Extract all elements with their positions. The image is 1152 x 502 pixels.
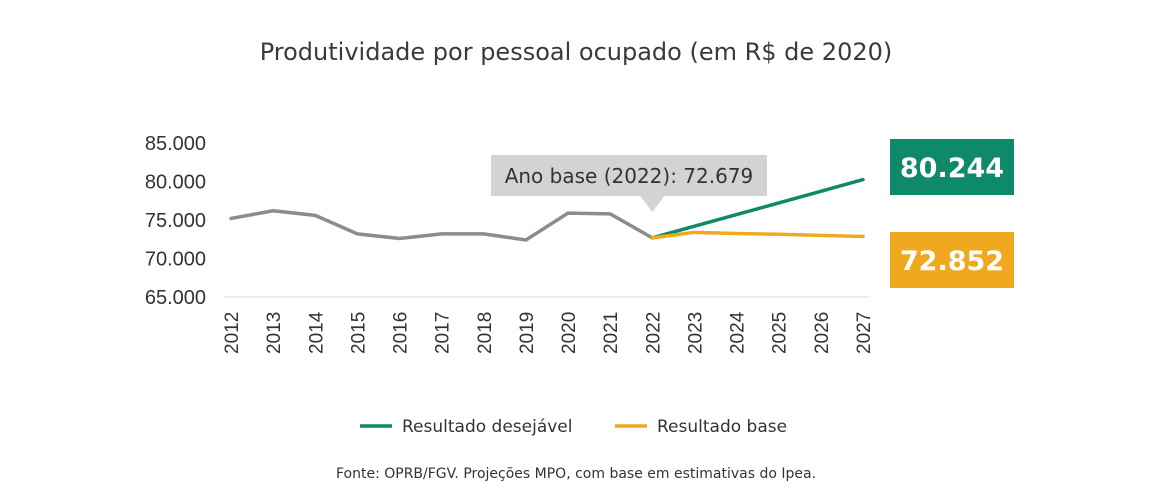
- y-tick-label: 75.000: [145, 210, 206, 232]
- x-tick-label: 2024: [728, 311, 749, 354]
- legend: Resultado desejável Resultado base: [360, 417, 787, 437]
- end-label-desired-text: 80.244: [900, 153, 1004, 184]
- x-tick-label: 2020: [559, 312, 580, 354]
- x-axis-ticks: 2012 2013 2014 2015 2016 2017 2018 2019 2020 2021…: [222, 311, 875, 354]
- x-tick-label: 2018: [475, 312, 496, 354]
- end-label-base-text: 72.852: [900, 246, 1004, 277]
- x-tick-label: 2015: [348, 312, 369, 354]
- x-tick-label: 2021: [601, 312, 622, 354]
- callout-box: [491, 155, 767, 212]
- end-label-base: 72.852: [890, 232, 1014, 288]
- x-tick-label: 2016: [391, 312, 412, 354]
- y-axis-ticks: 65.000 70.000 75.000 80.000 85.000: [145, 133, 206, 309]
- x-tick-label: 2012: [222, 312, 243, 354]
- x-tick-label: 2027: [854, 312, 875, 354]
- chart-title: Produtividade por pessoal ocupado (em R$…: [259, 38, 893, 66]
- x-tick-label: 2023: [685, 312, 706, 354]
- x-tick-label: 2013: [264, 312, 285, 354]
- x-tick-label: 2022: [643, 312, 664, 354]
- legend-label-desired: Resultado desejável: [402, 417, 573, 437]
- series-line-historical: [229, 209, 655, 242]
- series-line-desired: [650, 177, 865, 240]
- source-note: Fonte: OPRB/FGV. Projeções MPO, com base…: [335, 466, 817, 482]
- y-tick-label: 80.000: [145, 172, 206, 194]
- x-tick-label: 2026: [812, 312, 833, 354]
- end-label-desired: 80.244: [890, 139, 1014, 195]
- x-tick-label: 2019: [517, 312, 538, 354]
- series-line-base: [650, 230, 865, 240]
- x-tick-label: 2025: [770, 312, 791, 354]
- legend-label-base: Resultado base: [657, 417, 787, 437]
- x-tick-label: 2014: [306, 311, 327, 354]
- callout-text: Ano base (2022): 72.679: [505, 164, 754, 188]
- end-label-desired-box: [890, 139, 1014, 195]
- series-lines: [229, 177, 865, 242]
- y-tick-label: 65.000: [145, 287, 206, 309]
- end-label-base-box: [890, 232, 1014, 288]
- base-year-callout: Ano base (2022): 72.679: [491, 155, 767, 212]
- y-tick-label: 85.000: [145, 133, 206, 155]
- x-tick-label: 2017: [433, 312, 454, 354]
- y-tick-label: 70.000: [145, 249, 206, 271]
